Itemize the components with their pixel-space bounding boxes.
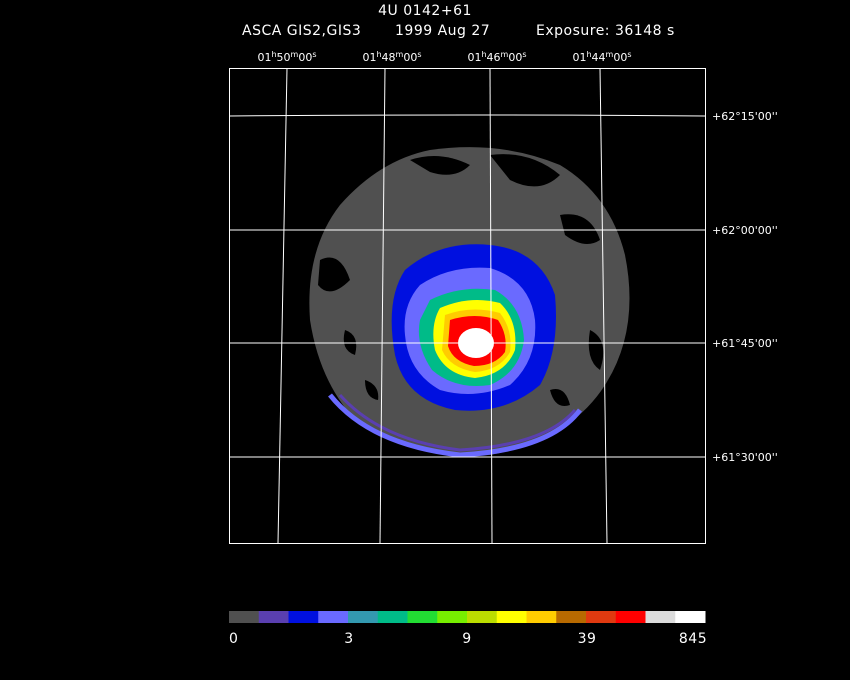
dec-label: +62°15'00'' xyxy=(712,110,778,123)
colorbar-label: 3 xyxy=(344,631,353,647)
ra-value: 44 xyxy=(592,51,606,64)
colorbar-label: 39 xyxy=(578,631,597,647)
ra-unit: m xyxy=(291,50,299,59)
frame xyxy=(229,68,706,544)
ra-value: 00 xyxy=(508,51,522,64)
ra-value: 00 xyxy=(298,51,312,64)
edge-rim xyxy=(328,393,582,458)
ra-label: 01h44m00s xyxy=(572,50,631,64)
dec-label: +61°45'00'' xyxy=(712,337,778,350)
title: 4U 0142+61 xyxy=(378,3,472,19)
colorbar-segment xyxy=(258,611,289,623)
exposure: Exposure: 36148 s xyxy=(536,23,675,39)
coordinate-grid xyxy=(228,67,706,544)
colorbar-segment xyxy=(437,611,468,623)
date: 1999 Aug 27 xyxy=(395,23,490,39)
dec-label: +61°30'00'' xyxy=(712,451,778,464)
colorbar-segment xyxy=(467,611,498,623)
ra-value: 46 xyxy=(487,51,501,64)
ra-unit: m xyxy=(501,50,509,59)
ra-unit: m xyxy=(396,50,404,59)
ra-unit: s xyxy=(627,50,631,59)
ra-value: 50 xyxy=(277,51,291,64)
colorbar-segment xyxy=(615,611,646,623)
ra-value: 01 xyxy=(572,51,586,64)
colorbar-segment xyxy=(526,611,557,623)
xray-image xyxy=(309,147,630,458)
ra-unit: m xyxy=(606,50,614,59)
colorbar-segment xyxy=(675,611,706,623)
colorbar-segment xyxy=(407,611,438,623)
ra-value: 01 xyxy=(362,51,376,64)
ra-value: 01 xyxy=(467,51,481,64)
ra-label: 01h46m00s xyxy=(467,50,526,64)
ra-unit: s xyxy=(312,50,316,59)
instrument: ASCA GIS2,GIS3 xyxy=(242,23,361,39)
ra-value: 00 xyxy=(403,51,417,64)
ra-unit: s xyxy=(522,50,526,59)
ra-label: 01h50m00s xyxy=(257,50,316,64)
colorbar-segment xyxy=(318,611,349,623)
ra-unit: h xyxy=(271,50,276,59)
colorbar-segment xyxy=(348,611,379,623)
ra-value: 48 xyxy=(382,51,396,64)
colorbar-segment xyxy=(288,611,319,623)
low-count-holes xyxy=(318,154,604,406)
ra-value: 00 xyxy=(613,51,627,64)
dec-label: +62°00'00'' xyxy=(712,224,778,237)
colorbar-label: 9 xyxy=(462,631,471,647)
ra-unit: h xyxy=(376,50,381,59)
colorbar-segment xyxy=(496,611,527,623)
colorbar-segment xyxy=(556,611,587,623)
ra-value: 01 xyxy=(257,51,271,64)
colorbar-segment xyxy=(377,611,408,623)
edge-rim-inner xyxy=(338,394,577,452)
ra-unit: h xyxy=(586,50,591,59)
colorbar-segment xyxy=(586,611,617,623)
ra-label: 01h48m00s xyxy=(362,50,421,64)
colorbar-label: 0 xyxy=(229,631,238,647)
ra-unit: s xyxy=(417,50,421,59)
colorbar-segment xyxy=(645,611,676,623)
ra-unit: h xyxy=(481,50,486,59)
colorbar-segment xyxy=(229,611,260,623)
colorbar-label: 845 xyxy=(679,631,707,647)
